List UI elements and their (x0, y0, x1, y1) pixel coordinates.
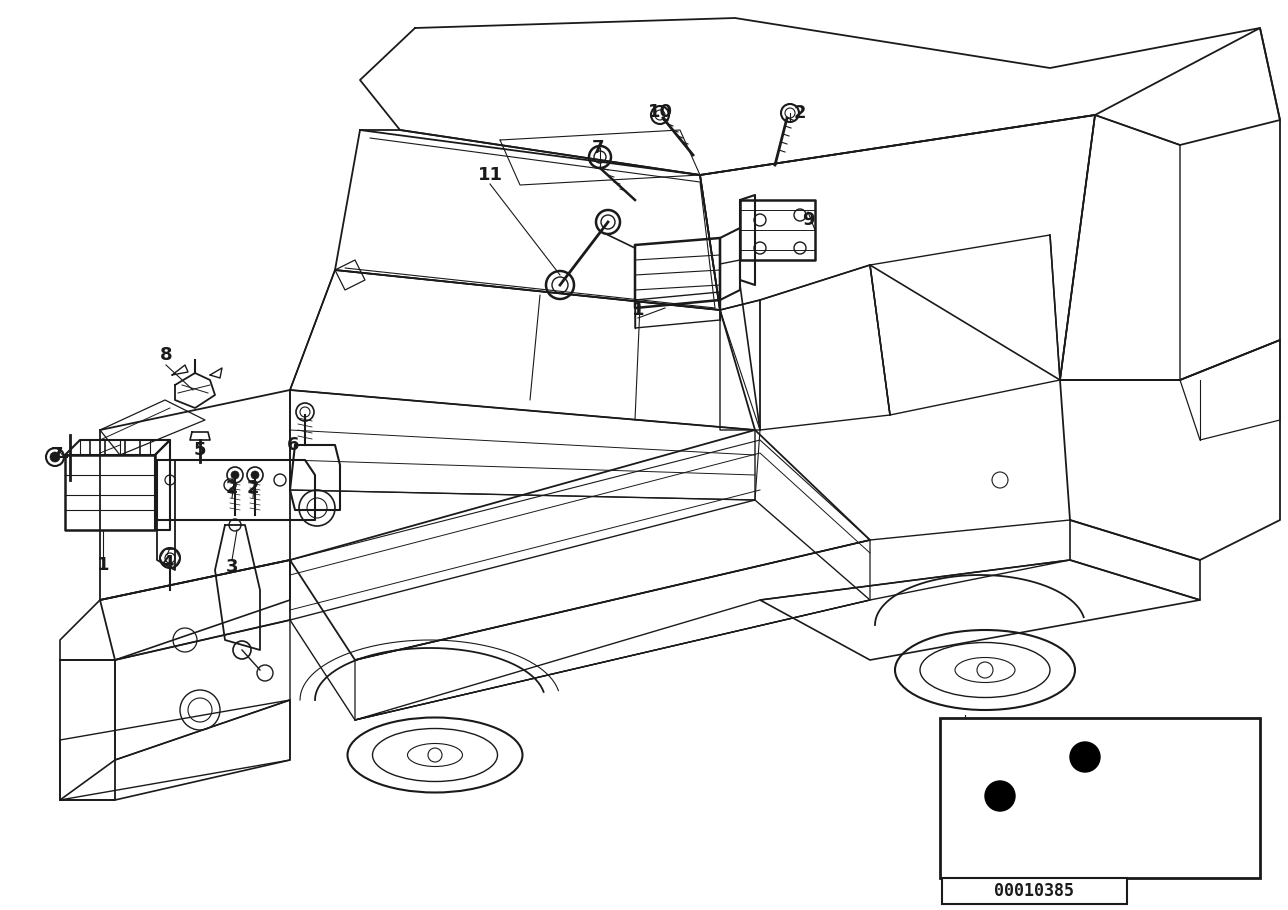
Text: 2: 2 (225, 479, 238, 497)
Circle shape (985, 781, 1015, 811)
Text: 8: 8 (160, 346, 173, 364)
Text: 4: 4 (161, 554, 174, 572)
Circle shape (231, 471, 240, 479)
Text: 7: 7 (50, 446, 63, 464)
Circle shape (589, 146, 611, 168)
Circle shape (656, 110, 665, 120)
Circle shape (553, 277, 568, 293)
Text: 1: 1 (631, 301, 644, 319)
Text: 2: 2 (247, 479, 259, 497)
Circle shape (596, 210, 620, 234)
Text: 1: 1 (97, 556, 109, 574)
Text: 5: 5 (193, 441, 206, 459)
Circle shape (784, 108, 795, 118)
Bar (942, 878, 1127, 904)
Text: 10: 10 (648, 103, 672, 121)
Circle shape (601, 215, 614, 229)
Circle shape (1070, 742, 1100, 772)
Circle shape (251, 471, 259, 479)
Ellipse shape (1215, 726, 1235, 734)
Circle shape (296, 403, 314, 421)
Circle shape (546, 271, 574, 299)
Circle shape (307, 498, 327, 518)
Circle shape (300, 407, 310, 417)
Ellipse shape (965, 844, 985, 852)
Circle shape (650, 106, 668, 124)
Text: 9: 9 (801, 211, 814, 229)
Text: 2: 2 (793, 104, 806, 122)
Text: 11: 11 (478, 166, 502, 184)
Ellipse shape (965, 726, 985, 734)
Bar (940, 718, 1260, 878)
Circle shape (258, 665, 273, 681)
Circle shape (50, 452, 61, 462)
Text: 00010385: 00010385 (994, 882, 1074, 900)
Circle shape (781, 104, 799, 122)
Text: 7: 7 (591, 139, 604, 157)
Circle shape (594, 151, 605, 163)
Text: 3: 3 (225, 558, 238, 576)
Ellipse shape (1215, 844, 1235, 852)
Text: 6: 6 (287, 436, 299, 454)
